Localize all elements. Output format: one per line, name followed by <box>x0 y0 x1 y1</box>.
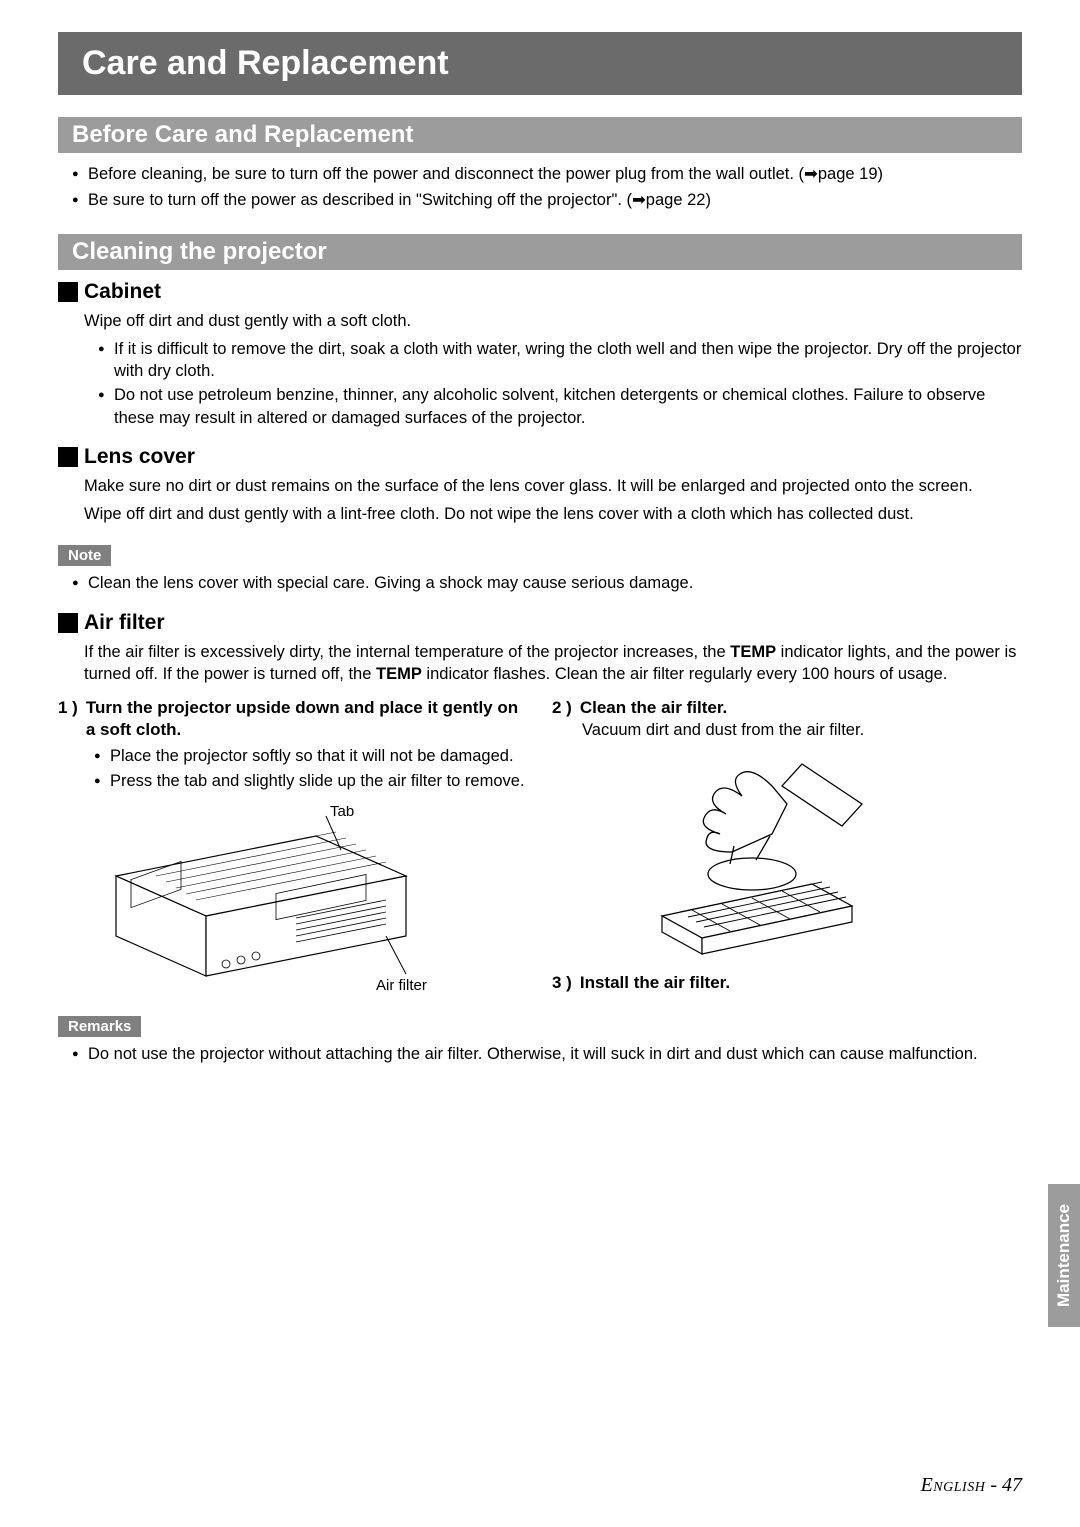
before-list: Before cleaning, be sure to turn off the… <box>58 163 1022 212</box>
square-icon <box>58 613 78 633</box>
step1-heading: 1 ) Turn the projector upside down and p… <box>58 697 528 741</box>
subheading-text: Air filter <box>84 611 165 635</box>
step-number: 3 ) <box>552 972 572 994</box>
section-heading-cleaning: Cleaning the projector <box>58 234 1022 270</box>
cabinet-intro: Wipe off dirt and dust gently with a sof… <box>84 310 1022 332</box>
step-number: 2 ) <box>552 697 572 719</box>
diagram-tab-label: Tab <box>330 806 354 820</box>
col-right: 2 ) Clean the air filter. Vacuum dirt an… <box>552 697 1022 1002</box>
remarks-label: Remarks <box>58 1016 141 1037</box>
step2-text: Vacuum dirt and dust from the air filter… <box>582 719 1022 741</box>
step1-list: Place the projector softly so that it wi… <box>88 745 528 792</box>
step-number: 1 ) <box>58 697 78 741</box>
footer-lang: English <box>921 1474 986 1496</box>
note-label: Note <box>58 545 111 566</box>
square-icon <box>58 282 78 302</box>
note-item: Clean the lens cover with special care. … <box>72 572 1022 594</box>
cabinet-item: If it is difficult to remove the dirt, s… <box>98 338 1022 383</box>
subheading-lens: Lens cover <box>58 445 1022 469</box>
projector-diagram: Tab Air filter <box>86 806 528 996</box>
lens-para: Wipe off dirt and dust gently with a lin… <box>84 503 1022 525</box>
lens-para: Make sure no dirt or dust remains on the… <box>84 475 1022 497</box>
step-title: Clean the air filter. <box>580 697 727 719</box>
subheading-airfilter: Air filter <box>58 611 1022 635</box>
square-icon <box>58 447 78 467</box>
step2-heading: 2 ) Clean the air filter. <box>552 697 1022 719</box>
side-tab-maintenance: Maintenance <box>1048 1184 1080 1327</box>
airfilter-intro: If the air filter is excessively dirty, … <box>84 641 1022 686</box>
page-title: Care and Replacement <box>58 32 1022 95</box>
before-item: Before cleaning, be sure to turn off the… <box>72 163 1022 185</box>
cabinet-list: If it is difficult to remove the dirt, s… <box>84 338 1022 429</box>
step-title: Install the air filter. <box>580 972 730 994</box>
footer-page: 47 <box>1002 1474 1022 1496</box>
subheading-text: Cabinet <box>84 280 161 304</box>
step1-item: Place the projector softly so that it wi… <box>94 745 528 767</box>
vacuum-diagram <box>622 756 1022 966</box>
note-list: Clean the lens cover with special care. … <box>58 572 1022 594</box>
subheading-text: Lens cover <box>84 445 195 469</box>
step-title: Turn the projector upside down and place… <box>86 697 528 741</box>
remarks-item: Do not use the projector without attachi… <box>72 1043 1022 1065</box>
footer-sep: - <box>985 1474 1002 1496</box>
col-left: 1 ) Turn the projector upside down and p… <box>58 697 528 1002</box>
remarks-list: Do not use the projector without attachi… <box>58 1043 1022 1065</box>
section-heading-before: Before Care and Replacement <box>58 117 1022 153</box>
page-footer: English - 47 <box>921 1474 1022 1497</box>
step1-item: Press the tab and slightly slide up the … <box>94 770 528 792</box>
subheading-cabinet: Cabinet <box>58 280 1022 304</box>
diagram-filter-label: Air filter <box>376 977 427 994</box>
cabinet-item: Do not use petroleum benzine, thinner, a… <box>98 384 1022 429</box>
before-item: Be sure to turn off the power as describ… <box>72 189 1022 211</box>
step3-heading: 3 ) Install the air filter. <box>552 972 1022 994</box>
